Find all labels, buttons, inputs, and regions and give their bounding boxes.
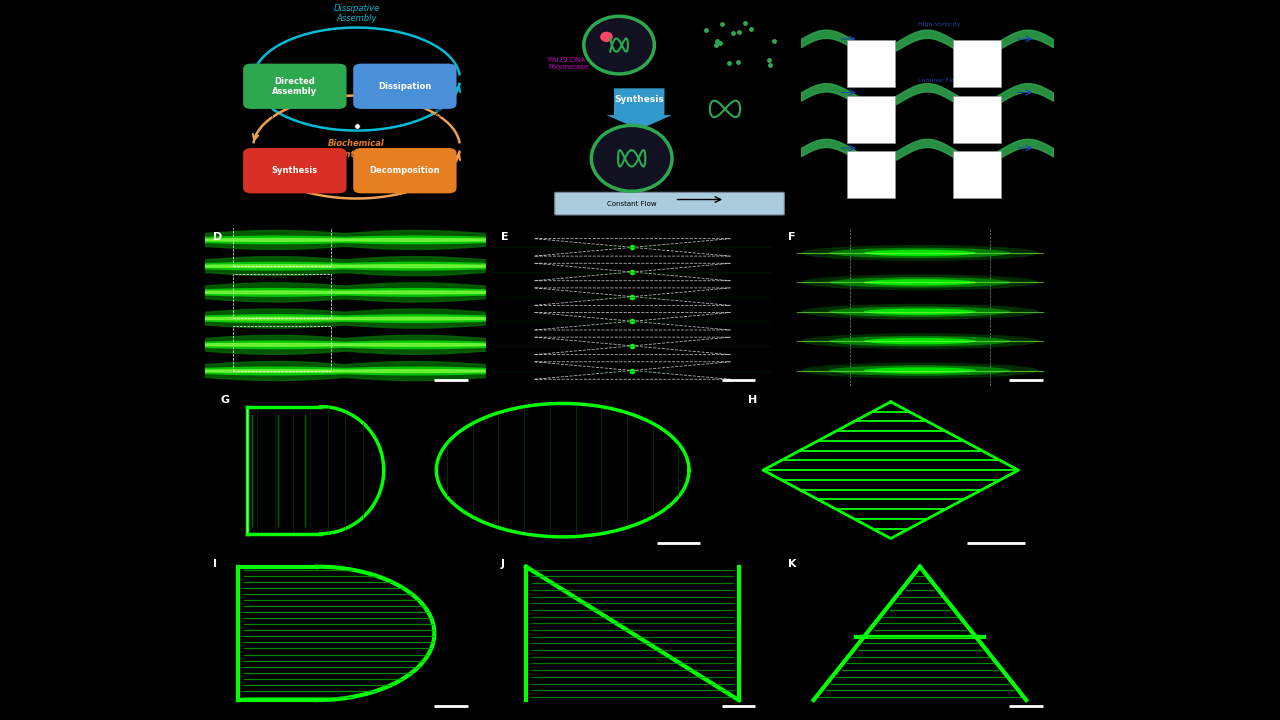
Text: A: A <box>211 14 221 27</box>
Bar <box>233 274 330 318</box>
Circle shape <box>584 17 654 74</box>
Text: F: F <box>788 233 796 243</box>
Text: Synthesis: Synthesis <box>271 166 317 175</box>
Bar <box>233 221 330 266</box>
Ellipse shape <box>829 277 1011 287</box>
Text: B: B <box>548 14 558 27</box>
Text: Precursor DNA: Precursor DNA <box>334 74 379 79</box>
FancyBboxPatch shape <box>847 96 895 143</box>
Ellipse shape <box>801 245 1039 261</box>
Ellipse shape <box>801 304 1039 320</box>
Text: Phi29 DNA
Polymerase: Phi29 DNA Polymerase <box>548 58 589 71</box>
Text: Dissipative
Assembly: Dissipative Assembly <box>333 4 380 24</box>
Text: Synthesis: Synthesis <box>614 95 664 104</box>
Text: DASH Pattern: DASH Pattern <box>826 235 865 240</box>
FancyBboxPatch shape <box>353 63 457 109</box>
FancyBboxPatch shape <box>243 148 347 194</box>
Text: ↓ Building Blocks: ↓ Building Blocks <box>278 202 333 208</box>
Circle shape <box>600 32 613 42</box>
Text: H: H <box>748 395 758 405</box>
Text: C: C <box>806 14 815 27</box>
Text: Dissipative Assembly: Dissipative Assembly <box>826 220 890 225</box>
Text: Precursor DNA: Precursor DNA <box>695 153 745 159</box>
Text: Microfluidic Device: Microfluidic Device <box>859 261 919 266</box>
FancyBboxPatch shape <box>954 96 1001 143</box>
Text: K: K <box>788 559 797 569</box>
Ellipse shape <box>864 367 975 374</box>
FancyBboxPatch shape <box>954 40 1001 87</box>
FancyBboxPatch shape <box>353 148 457 194</box>
Text: DASH Patterns: DASH Patterns <box>332 14 425 24</box>
Ellipse shape <box>829 365 1011 376</box>
Text: Biochemical
Synthesis: Biochemical Synthesis <box>328 140 385 159</box>
Ellipse shape <box>801 274 1039 290</box>
Ellipse shape <box>864 309 975 315</box>
FancyBboxPatch shape <box>954 151 1001 199</box>
Ellipse shape <box>829 336 1011 346</box>
Circle shape <box>591 125 672 192</box>
Ellipse shape <box>829 248 1011 258</box>
Ellipse shape <box>801 333 1039 349</box>
FancyBboxPatch shape <box>847 151 895 199</box>
Bar <box>233 326 330 371</box>
Text: G: G <box>220 395 229 405</box>
Text: dNTP: dNTP <box>727 14 748 23</box>
Text: E: E <box>500 233 508 243</box>
Ellipse shape <box>864 338 975 344</box>
Text: Obstacle (Pillar): Obstacle (Pillar) <box>947 226 993 231</box>
Text: Directed
Assembly: Directed Assembly <box>273 76 317 96</box>
Text: D: D <box>214 233 223 243</box>
Text: Constant Flow: Constant Flow <box>607 201 657 207</box>
Text: Decomposition: Decomposition <box>370 166 440 175</box>
Text: Degeneration
(Catabolism): Degeneration (Catabolism) <box>434 108 476 119</box>
Ellipse shape <box>801 363 1039 379</box>
Ellipse shape <box>829 307 1011 317</box>
Text: Generation
(Anabolism): Generation (Anabolism) <box>236 108 274 119</box>
Text: Dissipation: Dissipation <box>379 82 431 91</box>
Text: J: J <box>500 559 504 569</box>
Ellipse shape <box>864 250 975 256</box>
Text: Laminar Flow: Laminar Flow <box>919 78 960 83</box>
FancyBboxPatch shape <box>243 63 347 109</box>
FancyBboxPatch shape <box>554 192 785 215</box>
FancyArrow shape <box>607 89 672 130</box>
Text: Generation Seed: Generation Seed <box>588 14 652 23</box>
Text: Waste ↓: Waste ↓ <box>392 203 419 208</box>
Text: Artificial Metabolism: Artificial Metabolism <box>536 77 543 149</box>
Ellipse shape <box>864 279 975 286</box>
Text: High Vorticity: High Vorticity <box>918 22 961 27</box>
FancyBboxPatch shape <box>847 40 895 87</box>
Text: I: I <box>214 559 218 569</box>
